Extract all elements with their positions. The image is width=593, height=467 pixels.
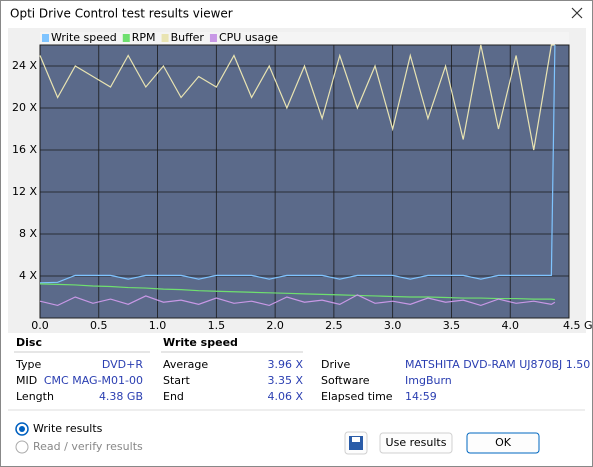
field-label: Type xyxy=(15,358,41,371)
legend-bar xyxy=(40,32,569,44)
field-value: ImgBurn xyxy=(405,374,452,387)
y-tick-label: 12 X xyxy=(12,185,37,198)
y-tick-label: 8 X xyxy=(19,227,37,240)
field-value: 4.06 X xyxy=(267,390,303,403)
x-tick-label: 2.5 xyxy=(325,319,343,332)
field-label: End xyxy=(163,390,184,403)
legend-swatch xyxy=(122,34,130,42)
x-tick-label: 1.0 xyxy=(149,319,167,332)
series-line xyxy=(39,44,556,284)
x-tick-label: 2.0 xyxy=(266,319,284,332)
write-speed-title: Write speed xyxy=(163,336,238,349)
ok-button[interactable] xyxy=(466,432,540,454)
button-label: Use results xyxy=(386,436,447,449)
field-label: Drive xyxy=(321,358,351,371)
series-line xyxy=(39,44,555,151)
legend-label: CPU usage xyxy=(219,31,278,44)
field-value: DVD+R xyxy=(102,358,143,371)
window-title: Opti Drive Control test results viewer xyxy=(10,7,233,21)
legend-swatch xyxy=(42,34,49,42)
field-value: 14:59 xyxy=(405,390,437,403)
x-tick-label: 4.5 GB xyxy=(563,319,593,332)
use-results-button[interactable] xyxy=(379,432,453,454)
x-tick-label: 3.5 xyxy=(443,319,461,332)
field-label: Average xyxy=(163,358,208,371)
radio[interactable] xyxy=(15,440,29,454)
button-label: OK xyxy=(495,436,512,449)
close-button[interactable] xyxy=(571,7,583,19)
legend-label: Buffer xyxy=(171,31,205,44)
x-tick-label: 1.5 xyxy=(208,319,226,332)
x-tick-label: 0.0 xyxy=(31,319,49,332)
y-tick-label: 4 X xyxy=(19,269,37,282)
disc-title: Disc xyxy=(16,336,42,349)
y-tick-label: 20 X xyxy=(12,101,37,114)
legend-label: Write speed xyxy=(51,31,117,44)
x-tick-label: 0.5 xyxy=(90,319,108,332)
legend-swatch xyxy=(209,34,217,42)
y-tick-label: 16 X xyxy=(12,143,37,156)
legend-swatch xyxy=(161,34,169,42)
field-value: 3.35 X xyxy=(267,374,303,387)
field-label: Length xyxy=(16,390,54,403)
field-label: MID xyxy=(16,374,37,387)
legend-label: RPM xyxy=(132,31,156,44)
field-value: CMC MAG-M01-00 xyxy=(44,374,143,387)
save-icon xyxy=(352,437,360,442)
x-tick-label: 4.0 xyxy=(501,319,519,332)
field-value: MATSHITA DVD-RAM UJ870BJ 1.50 xyxy=(405,358,590,371)
radio-label: Write results xyxy=(33,422,103,435)
series-line xyxy=(39,283,555,301)
field-value: 3.96 X xyxy=(267,358,303,371)
radio-dot xyxy=(19,426,25,432)
field-label: Start xyxy=(163,374,191,387)
field-label: Software xyxy=(321,374,370,387)
field-value: 4.38 GB xyxy=(99,390,143,403)
series-line xyxy=(39,294,556,307)
y-tick-label: 24 X xyxy=(12,59,37,72)
radio-label: Read / verify results xyxy=(33,440,143,453)
field-label: Elapsed time xyxy=(321,390,393,403)
x-tick-label: 3.0 xyxy=(384,319,402,332)
